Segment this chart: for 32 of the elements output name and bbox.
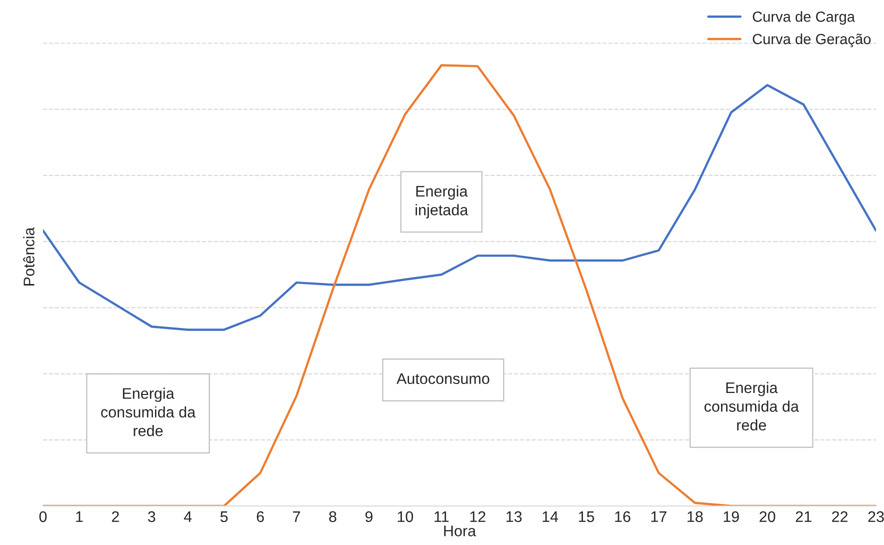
x-tick-label: 20 <box>760 511 776 522</box>
x-tick-label: 18 <box>688 511 703 522</box>
legend-label: Curva de Carga <box>752 11 855 25</box>
x-tick-label: 7 <box>293 511 300 522</box>
annotation: Energia consumida da rede <box>101 388 196 436</box>
y-axis-title: Potência <box>23 227 34 286</box>
x-tick-label: 21 <box>796 511 812 522</box>
x-tick-label: 16 <box>615 511 630 522</box>
x-tick-label: 15 <box>578 511 594 522</box>
x-tick-label: 22 <box>832 511 848 522</box>
x-tick-label: 14 <box>542 511 558 522</box>
x-tick-label: 12 <box>470 511 486 522</box>
x-tick-label: 5 <box>220 511 228 522</box>
annotation: Energia consumida da rede <box>704 382 799 430</box>
x-tick-label: 2 <box>112 511 119 522</box>
x-tick-label: 19 <box>724 511 739 522</box>
legend-label: Curva de Geração <box>752 34 871 48</box>
x-tick-label: 23 <box>868 511 884 522</box>
x-tick-label: 4 <box>184 511 192 522</box>
x-tick-label: 13 <box>506 511 522 522</box>
annotation: Energia injetada <box>416 185 468 218</box>
x-tick-label: 6 <box>256 511 264 522</box>
annotation: Autoconsumo <box>396 373 490 384</box>
x-tick-label: 10 <box>398 511 414 522</box>
x-tick-label: 3 <box>148 511 156 522</box>
x-axis-title: Hora <box>444 526 476 536</box>
x-tick-label: 8 <box>329 511 336 522</box>
x-tick-label: 11 <box>434 511 449 522</box>
x-tick-label: 0 <box>39 511 47 522</box>
x-tick-label: 1 <box>76 511 83 522</box>
x-tick-label: 17 <box>651 511 666 522</box>
x-tick-label: 9 <box>365 511 372 522</box>
